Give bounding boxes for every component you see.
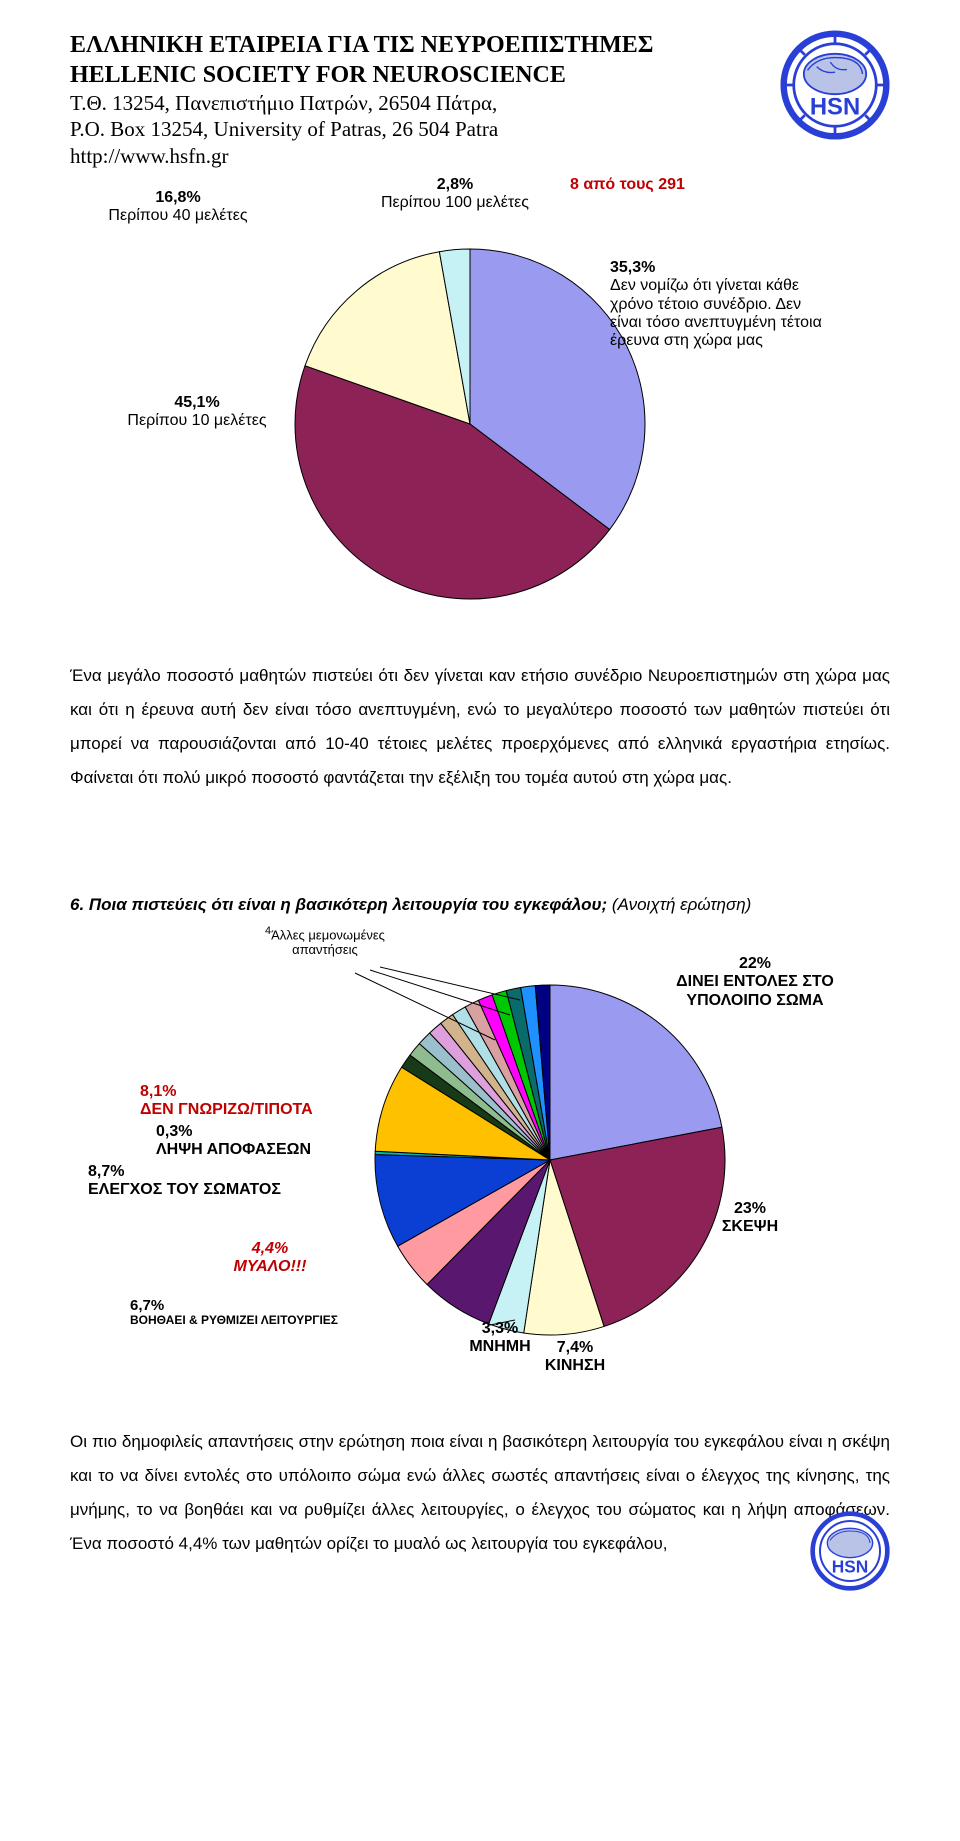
c2-label-commands: 22% ΔΙΝΕΙ ΕΝΤΟΛΕΣ ΣΤΟ ΥΠΟΛΟΙΠΟ ΣΩΜΑ [630, 955, 880, 1010]
paragraph-chart2-interpretation: Οι πιο δημοφιλείς απαντήσεις στην ερώτησ… [70, 1425, 890, 1561]
c2-label-decisions: 0,3% ΛΗΨΗ ΑΠΟΦΑΣΕΩΝ [156, 1123, 416, 1160]
org-title-en: HELLENIC SOCIETY FOR NEUROSCIENCE [70, 60, 890, 90]
addr-gr: Τ.Θ. 13254, Πανεπιστήμιο Πατρών, 26504 Π… [70, 90, 890, 116]
c1-label-100studies: 2,8% Περίπου 100 μελέτες [350, 176, 560, 213]
c2-label-memory: 3,3% ΜΝΗΜΗ [445, 1320, 555, 1357]
hsn-logo: HSN [780, 30, 890, 140]
addr-en: P.O. Box 13254, University of Patras, 26… [70, 116, 890, 142]
paragraph-chart1-interpretation: Ένα μεγάλο ποσοστό μαθητών πιστεύει ότι … [70, 659, 890, 795]
chart-studies-per-year: 16,8% Περίπου 40 μελέτες 2,8% Περίπου 10… [70, 179, 890, 619]
c1-annotation-8-of-291: 8 από τους 291 [570, 176, 685, 194]
c2-label-myalo: 4,4% ΜΥΑΛΟ!!! [200, 1240, 340, 1277]
c1-label-10studies: 45,1% Περίπου 10 μελέτες [102, 394, 292, 431]
question-6: 6. Ποια πιστεύεις ότι είναι η βασικότερη… [70, 895, 890, 915]
c1-label-40studies: 16,8% Περίπου 40 μελέτες [78, 189, 278, 226]
hsn-logo-footer: HSN [810, 1511, 890, 1591]
c2-label-thought: 23% ΣΚΕΨΗ [690, 1200, 810, 1237]
c2-label-other-answers: 4Άλλες μεμονωμένες απαντήσεις [235, 925, 415, 958]
chart-brain-function: 4Άλλες μεμονωμένες απαντήσεις 22% ΔΙΝΕΙ … [70, 925, 890, 1385]
logo-text: HSN [810, 93, 860, 120]
org-title-gr: ΕΛΛΗΝΙΚΗ ΕΤΑΙΡΕΙΑ ΓΙΑ ΤΙΣ ΝΕΥΡΟΕΠΙΣΤΗΜΕΣ [70, 30, 890, 60]
svg-text:HSN: HSN [832, 1556, 869, 1576]
letterhead: ΕΛΛΗΝΙΚΗ ΕΤΑΙΡΕΙΑ ΓΙΑ ΤΙΣ ΝΕΥΡΟΕΠΙΣΤΗΜΕΣ… [70, 30, 890, 169]
c1-label-no-conference: 35,3% Δεν νομίζω ότι γίνεται κάθε χρόνο … [610, 259, 890, 351]
c2-label-body-control: 8,7% ΕΛΕΓΧΟΣ ΤΟΥ ΣΩΜΑΤΟΣ [88, 1163, 388, 1200]
url: http://www.hsfn.gr [70, 143, 890, 169]
c2-label-helps: 6,7% ΒΟΗΘΑΕΙ & ΡΥΘΜΙΖΕΙ ΛΕΙΤΟΥΡΓΙΕΣ [130, 1297, 450, 1328]
c2-label-dont-know: 8,1% ΔΕΝ ΓΝΩΡΙΖΩ/ΤΙΠΟΤΑ [140, 1083, 400, 1120]
